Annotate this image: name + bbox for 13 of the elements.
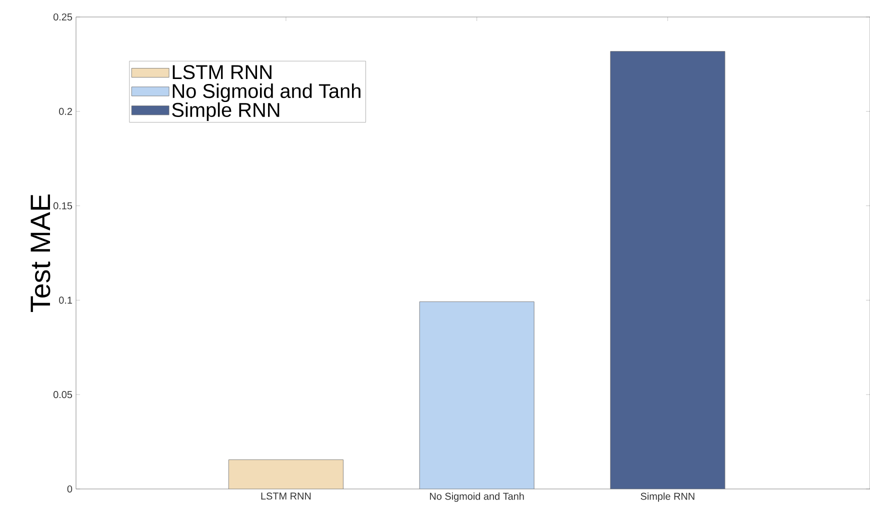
legend-label: No Sigmoid and Tanh: [172, 83, 360, 102]
legend-label: LSTM RNN: [172, 65, 272, 80]
legend-label: Simple RNN: [172, 102, 280, 121]
x-tick-label: Simple RNN: [640, 492, 694, 502]
y-axis-title: Test MAE: [30, 194, 50, 312]
y-tick-label: 0: [67, 485, 72, 493]
y-tick-label: 0.05: [53, 391, 72, 398]
y-tick-label: 0.1: [59, 296, 72, 304]
y-tick-label: 0.25: [53, 13, 72, 21]
y-tick-label: 0.2: [59, 108, 72, 115]
x-tick-label: No Sigmoid and Tanh: [430, 492, 524, 502]
y-tick-label: 0.15: [53, 202, 72, 210]
x-tick-label: LSTM RNN: [261, 492, 311, 500]
